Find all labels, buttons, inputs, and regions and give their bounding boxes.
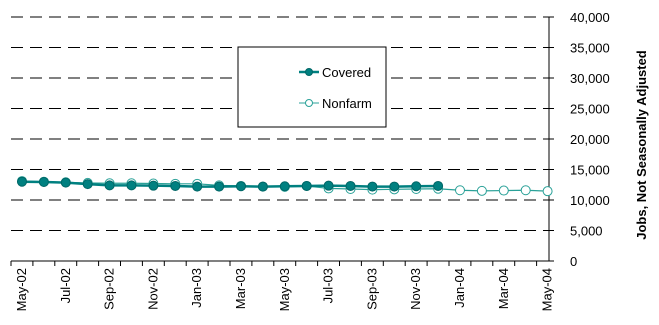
- legend-covered-marker: [305, 68, 313, 76]
- covered-point: [126, 180, 137, 191]
- x-tick-label: Jan-03: [189, 268, 204, 308]
- nonfarm-point: [542, 186, 553, 197]
- x-tick-label: Sep-03: [364, 268, 379, 310]
- legend-nonfarm-label: Nonfarm: [322, 96, 372, 111]
- series-covered: [17, 176, 444, 192]
- x-axis-ticks: May-02 Jul-02 Sep-02 Nov-02 Jan-03 Mar-03 May-…: [10, 261, 555, 311]
- x-tick-label: Sep-02: [102, 268, 117, 310]
- covered-point: [323, 180, 334, 191]
- y-axis-ticks: 0 5,000 10,000 15,000 20,000 25,000 30,000 35,0…: [549, 10, 610, 269]
- covered-point: [301, 180, 312, 191]
- series-layer: [17, 176, 553, 197]
- y-tick-label: 15,000: [570, 163, 610, 178]
- legend-nonfarm-marker: [305, 99, 313, 107]
- covered-point: [367, 181, 378, 192]
- legend-item-covered: Covered: [299, 65, 371, 80]
- x-tick-label: Jul-03: [321, 268, 336, 303]
- nonfarm-point: [520, 185, 531, 196]
- x-tick-label: Mar-03: [233, 268, 248, 309]
- covered-point: [60, 177, 71, 188]
- x-tick-label: Nov-02: [145, 268, 160, 310]
- y-tick-label: 5,000: [570, 224, 603, 239]
- covered-point: [279, 181, 290, 192]
- x-tick-label: May-04: [540, 268, 555, 311]
- covered-point: [104, 180, 115, 191]
- nonfarm-point: [476, 185, 487, 196]
- x-tick-label: Jan-04: [452, 268, 467, 308]
- y-tick-label: 20,000: [570, 132, 610, 147]
- covered-point: [236, 181, 246, 192]
- y-tick-label: 35,000: [570, 41, 610, 56]
- covered-point: [345, 180, 356, 191]
- y-tick-label: 0: [570, 254, 577, 269]
- x-tick-label: Nov-03: [408, 268, 423, 310]
- covered-point: [214, 181, 225, 192]
- covered-point: [411, 181, 422, 192]
- nonfarm-point: [498, 185, 509, 196]
- covered-point: [192, 181, 203, 192]
- covered-point: [38, 177, 49, 188]
- nonfarm-point: [455, 185, 465, 196]
- covered-point: [148, 180, 159, 191]
- covered-point: [170, 180, 181, 191]
- covered-point: [389, 181, 400, 192]
- covered-point: [82, 179, 93, 190]
- covered-point: [257, 181, 268, 192]
- y-axis-title: Jobs, Not Seasonally Adjusted: [634, 50, 649, 240]
- y-tick-label: 40,000: [570, 10, 610, 25]
- y-tick-label: 10,000: [570, 193, 610, 208]
- y-tick-label: 30,000: [570, 71, 610, 86]
- x-tick-label: May-02: [14, 268, 29, 311]
- x-tick-label: Jul-02: [58, 268, 73, 303]
- legend-box: [237, 46, 387, 128]
- legend: Covered Nonfarm: [237, 46, 387, 128]
- legend-item-nonfarm: Nonfarm: [299, 96, 372, 111]
- x-tick-label: May-03: [277, 268, 292, 311]
- y-tick-label: 25,000: [570, 102, 610, 117]
- x-tick-label: Mar-04: [496, 268, 511, 309]
- covered-point: [433, 180, 444, 191]
- legend-covered-label: Covered: [322, 65, 371, 80]
- covered-point: [17, 176, 27, 187]
